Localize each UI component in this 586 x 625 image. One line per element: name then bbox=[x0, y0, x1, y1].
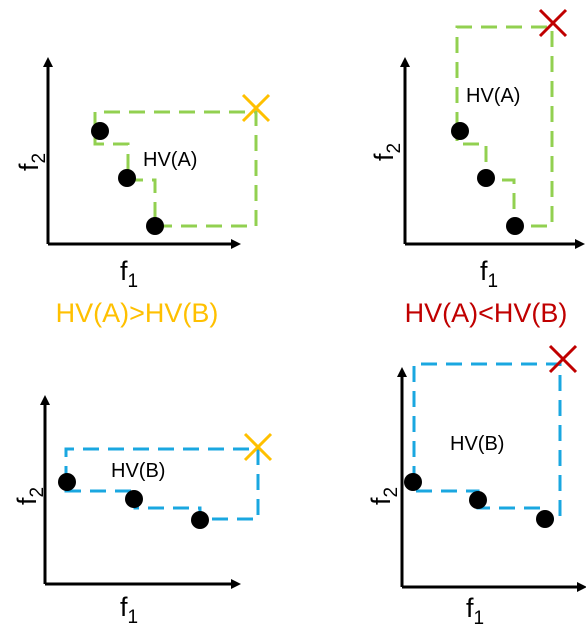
x-mark-icon bbox=[241, 93, 271, 123]
solution-point-3 bbox=[191, 511, 209, 529]
axes bbox=[397, 367, 586, 592]
solution-point-2 bbox=[125, 490, 143, 508]
y-axis-label: f2 bbox=[14, 153, 50, 171]
y-axis-label: f2 bbox=[12, 487, 48, 505]
x-mark-icon bbox=[538, 8, 568, 38]
y-axis-label: f2 bbox=[366, 487, 402, 505]
x-axis-label: f1 bbox=[466, 593, 484, 625]
solution-point-2 bbox=[477, 169, 495, 187]
y-axis-label: f2 bbox=[369, 143, 405, 161]
x-axis-label: f1 bbox=[480, 256, 498, 292]
hypervolume-boundary bbox=[93, 110, 258, 228]
panel-bottom-right: HV(B) f1 f2 bbox=[366, 344, 586, 625]
solution-point-1 bbox=[58, 473, 76, 491]
solution-point-3 bbox=[146, 217, 164, 235]
axes bbox=[43, 57, 241, 249]
solution-point-2 bbox=[118, 169, 136, 187]
axes bbox=[40, 395, 241, 589]
x-mark-icon bbox=[243, 432, 273, 462]
solution-point-1 bbox=[451, 122, 469, 140]
x-axis-label: f1 bbox=[120, 256, 138, 292]
hv-area-label: HV(A) bbox=[466, 85, 520, 107]
hypervolume-boundary bbox=[455, 25, 554, 228]
solution-point-1 bbox=[91, 122, 109, 140]
hv-area-label: HV(A) bbox=[143, 149, 197, 171]
hv-area-label: HV(B) bbox=[450, 433, 504, 455]
comparison-label-left: HV(A)>HV(B) bbox=[56, 298, 219, 328]
solution-point-3 bbox=[536, 510, 554, 528]
x-axis-label: f1 bbox=[120, 592, 138, 625]
x-mark-icon bbox=[548, 344, 578, 374]
hv-area-label: HV(B) bbox=[111, 460, 165, 482]
comparison-label-right: HV(A)<HV(B) bbox=[405, 298, 568, 328]
panel-bottom-left: HV(B) f1 f2 bbox=[12, 395, 273, 625]
panel-top-left: HV(A) f1 f2 bbox=[14, 57, 271, 292]
solution-point-3 bbox=[506, 217, 524, 235]
axes bbox=[400, 57, 585, 249]
panel-top-right: HV(A) f1 f2 bbox=[369, 8, 585, 292]
solution-point-1 bbox=[404, 473, 422, 491]
solution-point-2 bbox=[469, 491, 487, 509]
